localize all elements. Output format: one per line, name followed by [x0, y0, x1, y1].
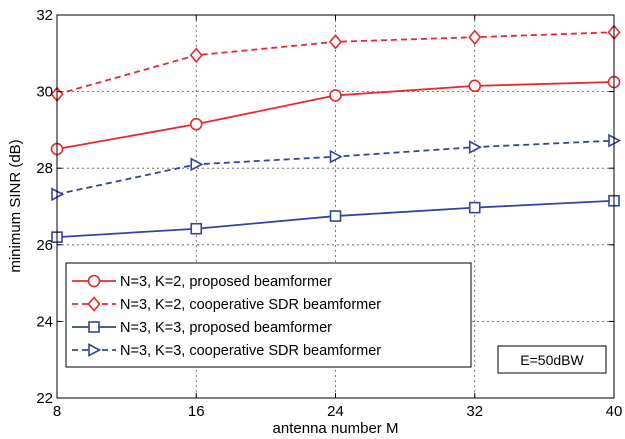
- x-axis-label: antenna number M: [273, 420, 399, 437]
- x-tick-label: 40: [606, 403, 623, 420]
- y-tick-label: 22: [36, 390, 53, 407]
- data-point: [328, 34, 343, 50]
- data-point: [87, 274, 101, 288]
- data-point: [468, 201, 481, 214]
- data-point: [468, 29, 482, 45]
- legend-label: N=3, K=3, proposed beamformer: [120, 320, 332, 336]
- data-point: [329, 210, 342, 222]
- data-point: [190, 222, 203, 235]
- data-point: [189, 117, 203, 131]
- data-point: [468, 140, 482, 154]
- x-tick-label: 32: [466, 403, 483, 420]
- y-tick-label: 26: [36, 237, 53, 254]
- data-point: [88, 343, 102, 357]
- y-tick-label: 28: [36, 160, 53, 177]
- axis-ticks: 8 16 24 32 40 22 24 26 28 30 32: [36, 7, 622, 420]
- x-tick-label: 8: [53, 403, 61, 420]
- data-point: [468, 79, 482, 93]
- legend: N=3, K=2, proposed beamformer N=3, K=2, c…: [65, 262, 472, 368]
- data-point: [329, 89, 342, 102]
- legend-label: N=3, K=2, proposed beamformer: [120, 274, 332, 290]
- legend-label: N=3, K=2, cooperative SDR beamformer: [120, 297, 381, 313]
- legend-box: [65, 262, 472, 368]
- y-tick-label: 32: [36, 7, 53, 24]
- data-point: [87, 296, 101, 312]
- data-point: [88, 321, 100, 333]
- y-axis-label: minimum SINR (dB): [7, 139, 24, 272]
- y-tick-label: 24: [36, 313, 53, 330]
- y-tick-label: 30: [36, 84, 53, 101]
- x-tick-label: 16: [188, 403, 205, 420]
- legend-label: N=3, K=3, cooperative SDR beamformer: [120, 343, 381, 359]
- data-point: [329, 149, 343, 164]
- data-point: [189, 47, 203, 63]
- x-tick-label: 24: [327, 403, 344, 420]
- annotation-label: E=50dBW: [520, 352, 584, 368]
- data-point: [190, 157, 204, 172]
- annotation-box: E=50dBW: [497, 345, 607, 374]
